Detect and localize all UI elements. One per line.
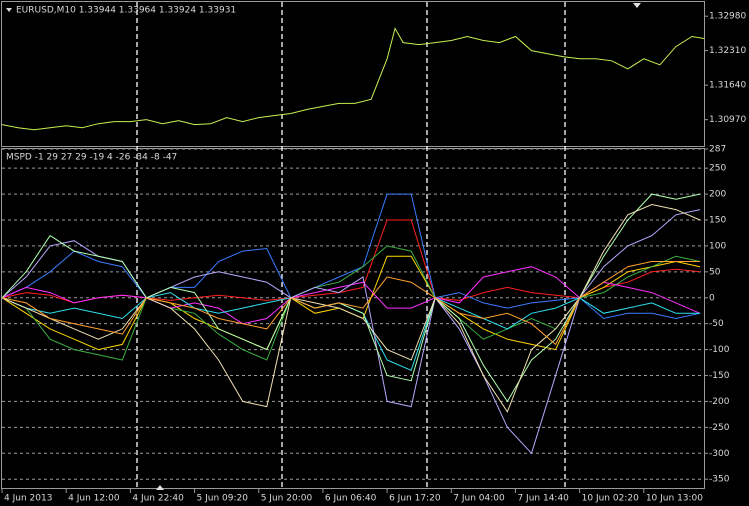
y-tick-label: -50 <box>709 319 724 329</box>
scroll-marker <box>156 485 164 490</box>
series-line <box>2 219 701 304</box>
x-tick-label: 7 Jun 14:40 <box>517 494 569 504</box>
series-line <box>2 261 700 346</box>
x-tick-label: 5 Jun 09:20 <box>197 494 249 504</box>
period-separators <box>136 2 566 488</box>
y-tick-label: 200 <box>709 190 726 200</box>
indicator-title: MSPD -1 29 27 29 -19 4 -26 -34 -8 -47 <box>6 153 177 163</box>
collapse-icon <box>6 8 12 12</box>
y-tick-label: 287 <box>709 145 726 155</box>
x-tick-label: 10 Jun 02:20 <box>582 494 639 504</box>
y-tick-label: 250 <box>709 164 726 174</box>
y-tick-label: 100 <box>709 241 726 251</box>
series-line <box>2 203 701 413</box>
y-tick-label: 150 <box>709 216 726 226</box>
y-tick-label: -100 <box>709 345 730 355</box>
y-tick-label: 1.30970 <box>709 115 746 125</box>
series-line <box>2 245 701 361</box>
series-line <box>2 193 701 320</box>
series-line <box>2 292 700 371</box>
x-tick-label: 4 Jun 22:40 <box>132 494 184 504</box>
y-tick-label: 50 <box>709 267 721 277</box>
plot-area <box>2 193 701 455</box>
x-tick-label: 10 Jun 13:00 <box>646 494 703 504</box>
y-tick-label: 1.32310 <box>709 46 746 56</box>
y-tick-label: -200 <box>709 397 730 407</box>
x-tick-label: 6 Jun 06:40 <box>325 494 377 504</box>
y-tick-label: -150 <box>709 371 730 381</box>
y-tick-label: -300 <box>709 449 730 459</box>
x-tick-label: 6 Jun 17:20 <box>389 494 441 504</box>
y-tick-label: -350 <box>709 475 730 485</box>
y-tick-label: 1.31640 <box>709 81 746 91</box>
price-panel <box>1 1 705 147</box>
x-tick-label: 4 Jun 2013 <box>4 494 52 504</box>
indicator-panel <box>1 148 705 489</box>
shift-marker <box>633 3 641 8</box>
y-tick-label: -250 <box>709 423 730 433</box>
y-tick-label: 1.32980 <box>709 12 746 22</box>
series-line <box>2 27 704 131</box>
x-tick-label: 7 Jun 04:00 <box>453 494 505 504</box>
price-title: EURUSD,M10 1.33944 1.33964 1.33924 1.339… <box>16 6 236 16</box>
plot-area <box>2 27 704 131</box>
x-tick-label: 5 Jun 20:00 <box>261 494 313 504</box>
y-tick-label: 0 <box>709 293 715 303</box>
x-tick-label: 4 Jun 12:00 <box>68 494 120 504</box>
